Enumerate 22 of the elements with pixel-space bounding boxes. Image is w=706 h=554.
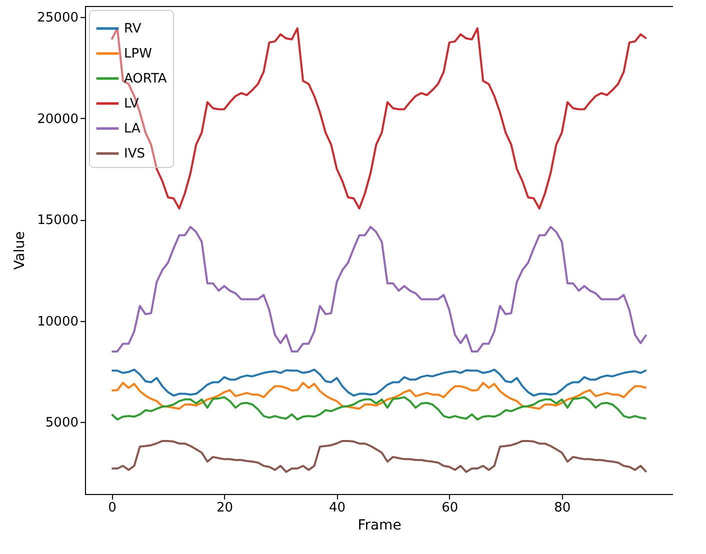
x-tick-label: 0 [108, 500, 116, 516]
x-tick-label: 40 [329, 500, 346, 516]
legend-label: AORTA [124, 72, 167, 86]
x-tick-label: 80 [554, 500, 571, 516]
legend-label: RV [124, 22, 142, 36]
y-tick-label: 10000 [37, 314, 78, 330]
legend-label: LPW [124, 46, 152, 62]
y-tick-label: 5000 [45, 416, 78, 431]
x-tick-label: 20 [216, 500, 234, 516]
legend-label: LA [124, 122, 141, 136]
x-tick-label: 60 [442, 500, 458, 516]
line-series [110, 226, 648, 352]
line-series [110, 368, 648, 397]
x-axis-title: Frame [358, 518, 402, 534]
y-tick-label: 25000 [37, 10, 78, 26]
y-tick-label: 20000 [37, 112, 78, 127]
line-series [110, 440, 648, 473]
line-series [110, 382, 648, 410]
legend-label: IVS [124, 146, 145, 162]
line-series [110, 396, 648, 420]
y-tick-label: 15000 [37, 213, 78, 228]
y-axis-title: Value [12, 231, 28, 270]
